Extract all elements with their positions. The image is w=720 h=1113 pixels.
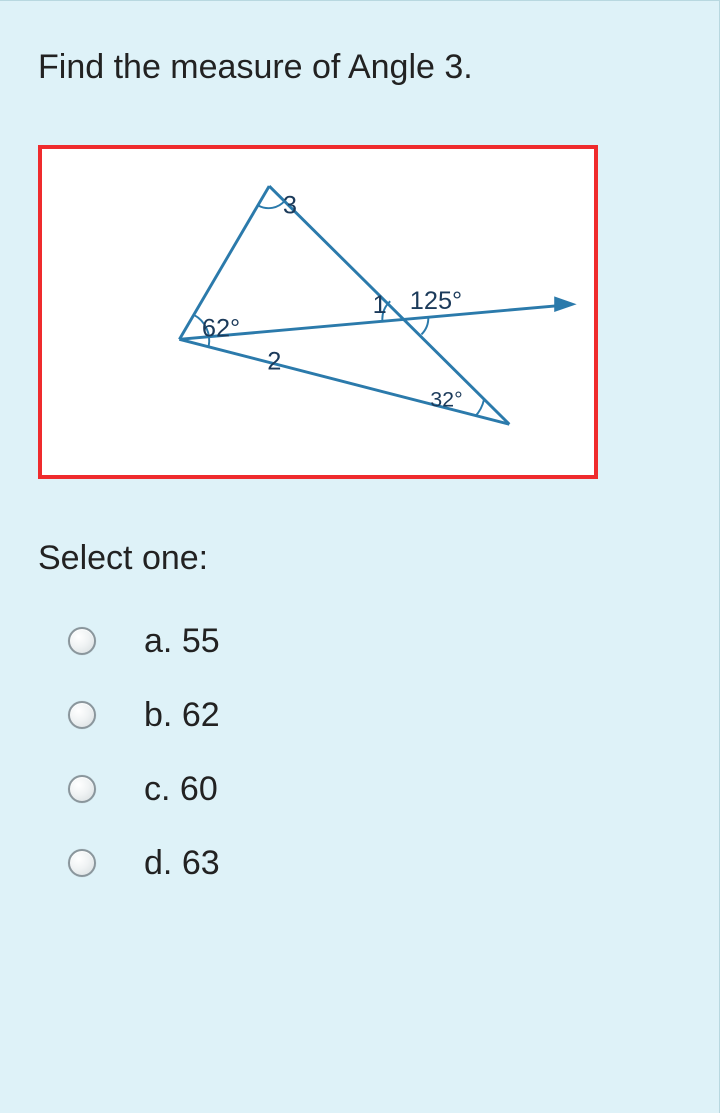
answer-letter-a: a. [144, 622, 172, 660]
geometry-diagram: 3 62° 2 1 125° 32° [42, 149, 594, 475]
label-angle-3: 3 [283, 192, 297, 220]
arc-125 [421, 317, 428, 335]
diagram-frame: 3 62° 2 1 125° 32° [38, 145, 598, 479]
label-angle-1: 1 [373, 291, 387, 319]
radio-d[interactable] [68, 849, 96, 877]
radio-b[interactable] [68, 701, 96, 729]
answer-option-d[interactable]: d. 63 [38, 826, 681, 900]
answer-option-c[interactable]: c. 60 [38, 752, 681, 826]
label-angle-62: 62° [202, 315, 240, 343]
radio-a[interactable] [68, 627, 96, 655]
answer-label-d: d. 63 [144, 844, 220, 883]
quiz-panel: Find the measure of Angle 3. 3 62° 2 1 1… [0, 0, 720, 1113]
answer-value-b: 62 [182, 696, 220, 734]
answer-label-b: b. 62 [144, 696, 220, 735]
answer-value-d: 63 [182, 844, 220, 882]
answer-letter-c: c. [144, 770, 170, 808]
answer-value-a: 55 [182, 622, 220, 660]
arc-32 [475, 400, 484, 417]
label-angle-2: 2 [267, 348, 281, 376]
label-angle-32: 32° [430, 388, 462, 412]
arc-3 [258, 201, 284, 208]
answer-value-c: 60 [180, 770, 218, 808]
label-angle-125: 125° [410, 287, 462, 315]
answer-letter-b: b. [144, 696, 172, 734]
question-prompt: Find the measure of Angle 3. [38, 45, 681, 89]
radio-c[interactable] [68, 775, 96, 803]
answer-option-a[interactable]: a. 55 [38, 604, 681, 678]
answer-option-b[interactable]: b. 62 [38, 678, 681, 752]
answer-label-a: a. 55 [144, 622, 220, 661]
answer-label-c: c. 60 [144, 770, 218, 809]
ray-arrowhead [554, 297, 576, 313]
select-one-label: Select one: [38, 539, 681, 578]
answer-letter-d: d. [144, 844, 172, 882]
triangle-right-long-side [269, 186, 509, 424]
